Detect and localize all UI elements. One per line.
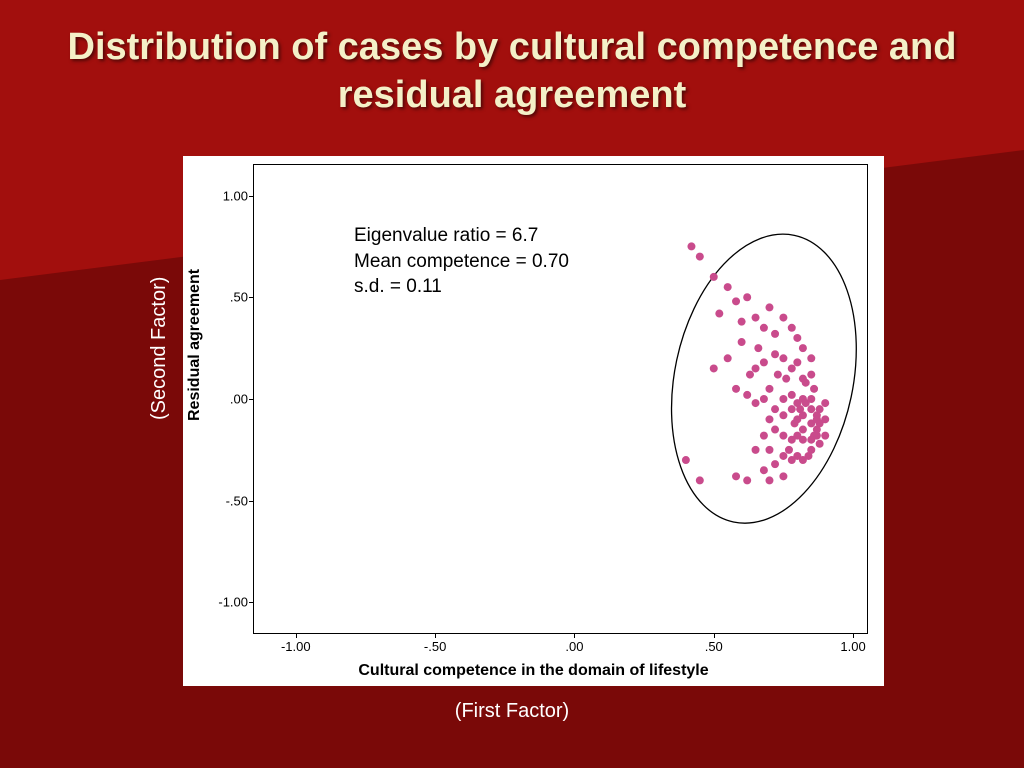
y-tick-mark bbox=[249, 501, 254, 502]
annotation-line: s.d. = 0.11 bbox=[354, 274, 569, 300]
x-axis-label: Cultural competence in the domain of lif… bbox=[358, 662, 708, 680]
y-tick-label: .00 bbox=[230, 392, 248, 407]
x-tick-mark bbox=[574, 633, 575, 638]
x-tick-mark bbox=[296, 633, 297, 638]
annotation-line: Mean competence = 0.70 bbox=[354, 249, 569, 275]
annotation-line: Eigenvalue ratio = 6.7 bbox=[354, 223, 569, 249]
y-tick-label: -1.00 bbox=[218, 595, 248, 610]
x-tick-mark bbox=[853, 633, 854, 638]
plot-region: -1.00-.50.00.501.00 -1.00-.50.00.501.00 … bbox=[253, 164, 868, 634]
y-axis-label: Residual agreement bbox=[186, 269, 204, 421]
x-tick-mark bbox=[435, 633, 436, 638]
x-tick-label: 1.00 bbox=[840, 639, 865, 654]
y-tick-label: 1.00 bbox=[223, 188, 248, 203]
first-factor-label: (First Factor) bbox=[455, 700, 569, 723]
y-tick-mark bbox=[249, 196, 254, 197]
y-tick-label: -.50 bbox=[226, 493, 248, 508]
y-tick-mark bbox=[249, 399, 254, 400]
x-tick-label: .00 bbox=[565, 639, 583, 654]
chart-annotation: Eigenvalue ratio = 6.7Mean competence = … bbox=[354, 223, 569, 300]
x-tick-label: .50 bbox=[705, 639, 723, 654]
y-tick-mark bbox=[249, 602, 254, 603]
x-tick-mark bbox=[714, 633, 715, 638]
scatter-chart: -1.00-.50.00.501.00 -1.00-.50.00.501.00 … bbox=[183, 156, 884, 686]
x-tick-label: -.50 bbox=[424, 639, 446, 654]
y-tick-label: .50 bbox=[230, 290, 248, 305]
y-tick-mark bbox=[249, 297, 254, 298]
slide-title: Distribution of cases by cultural compet… bbox=[0, 24, 1024, 119]
second-factor-label: (Second Factor) bbox=[148, 277, 171, 420]
x-tick-label: -1.00 bbox=[281, 639, 311, 654]
